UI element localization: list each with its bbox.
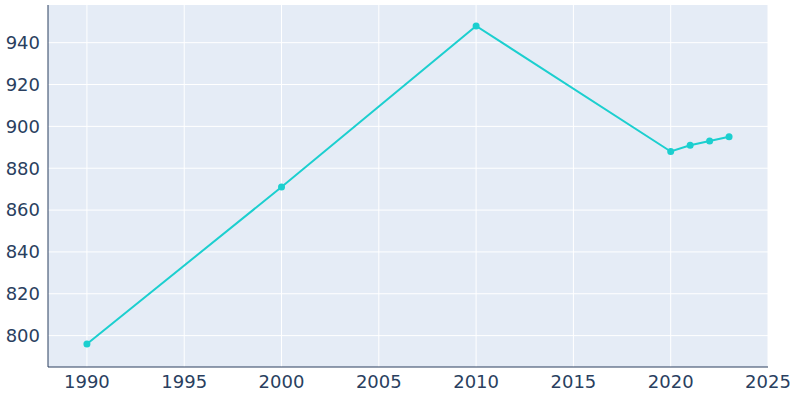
svg-text:880: 880 bbox=[8, 158, 40, 179]
svg-text:1995: 1995 bbox=[161, 371, 207, 392]
svg-text:860: 860 bbox=[8, 199, 40, 220]
svg-text:920: 920 bbox=[8, 74, 40, 95]
svg-text:800: 800 bbox=[8, 325, 40, 346]
svg-text:840: 840 bbox=[8, 241, 40, 262]
svg-text:2000: 2000 bbox=[259, 371, 305, 392]
svg-text:1990: 1990 bbox=[64, 371, 110, 392]
svg-text:2025: 2025 bbox=[745, 371, 791, 392]
svg-text:2010: 2010 bbox=[453, 371, 499, 392]
svg-text:2015: 2015 bbox=[550, 371, 596, 392]
svg-text:2005: 2005 bbox=[356, 371, 402, 392]
svg-text:900: 900 bbox=[8, 116, 40, 137]
svg-text:820: 820 bbox=[8, 283, 40, 304]
svg-text:940: 940 bbox=[8, 32, 40, 53]
svg-text:2020: 2020 bbox=[648, 371, 694, 392]
